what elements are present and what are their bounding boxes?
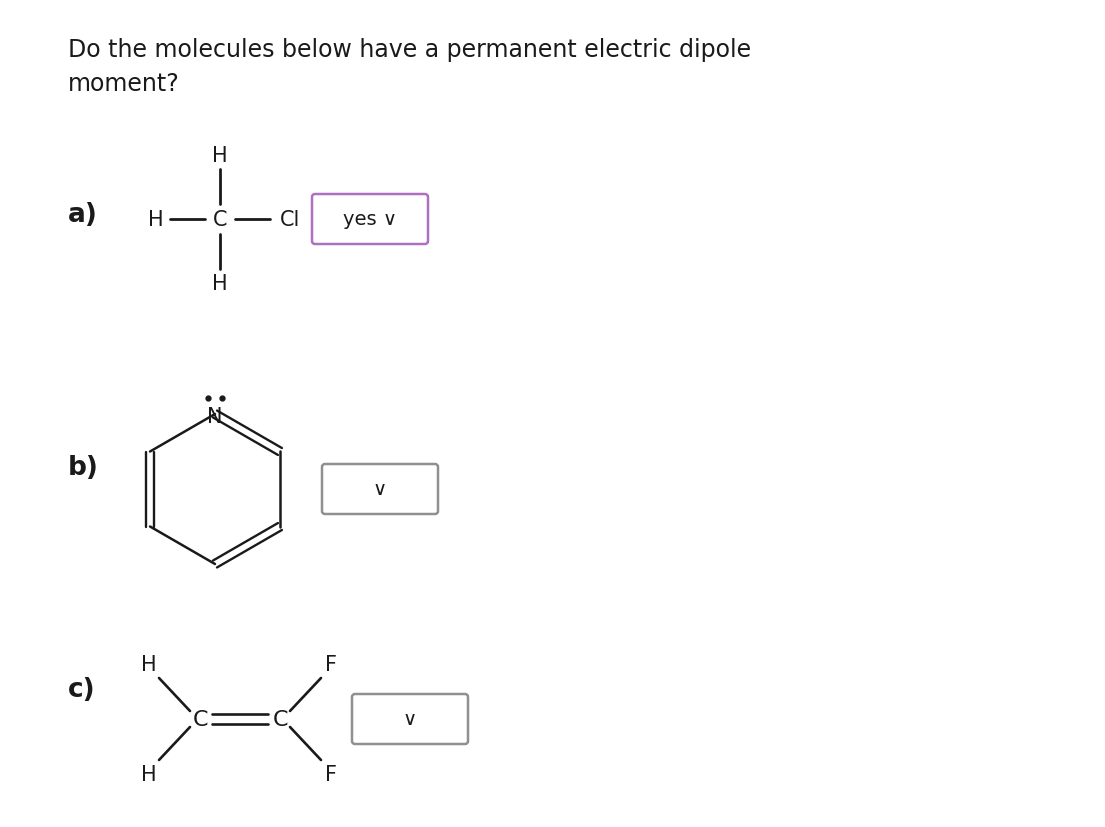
Text: C: C: [192, 709, 208, 729]
Text: ∨: ∨: [403, 710, 417, 729]
FancyBboxPatch shape: [352, 694, 469, 744]
Text: a): a): [69, 202, 98, 227]
Text: C: C: [213, 210, 228, 230]
Text: Cl: Cl: [280, 210, 301, 230]
FancyBboxPatch shape: [322, 465, 438, 514]
Text: C: C: [272, 709, 287, 729]
Text: moment?: moment?: [69, 72, 180, 96]
Text: b): b): [69, 455, 98, 480]
Text: H: H: [212, 146, 228, 165]
Text: ∨: ∨: [372, 480, 387, 499]
Text: H: H: [148, 210, 164, 230]
Text: yes ∨: yes ∨: [343, 210, 397, 229]
Text: N: N: [208, 407, 223, 427]
Text: c): c): [69, 676, 96, 702]
FancyBboxPatch shape: [312, 195, 428, 245]
Text: F: F: [325, 764, 337, 784]
Text: F: F: [325, 654, 337, 674]
Text: H: H: [212, 274, 228, 294]
Text: Do the molecules below have a permanent electric dipole: Do the molecules below have a permanent …: [69, 38, 751, 62]
Text: H: H: [141, 654, 157, 674]
Text: H: H: [141, 764, 157, 784]
